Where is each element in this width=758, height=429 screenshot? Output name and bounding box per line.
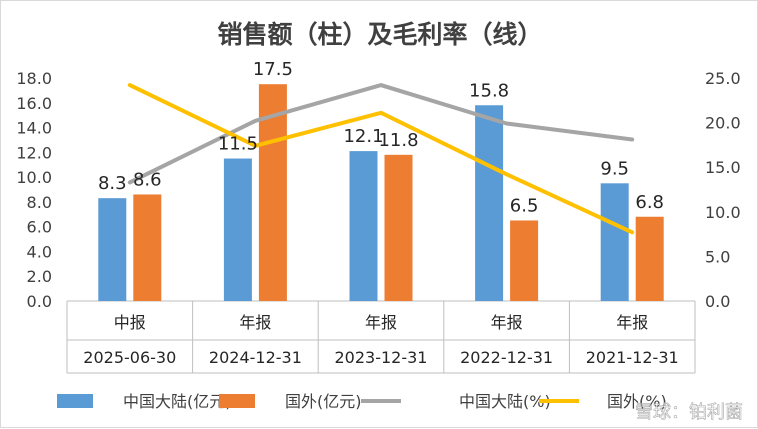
bar-data-label: 15.8 <box>469 80 509 101</box>
category-date-label: 2025-06-30 <box>83 348 176 367</box>
bar-data-label: 6.5 <box>510 195 539 216</box>
bar-overseas <box>635 216 664 301</box>
y-left-tick-label: 16.0 <box>16 94 52 113</box>
chart-title: 销售额（柱）及毛利率（线） <box>217 20 542 49</box>
line-overseas-margin <box>127 83 635 235</box>
y-left-tick-label: 4.0 <box>27 242 52 261</box>
y-left-tick-label: 12.0 <box>16 143 52 162</box>
category-date-label: 2022-12-31 <box>460 348 553 367</box>
bar-mainland <box>223 158 252 301</box>
bar-data-label: 9.5 <box>600 158 629 179</box>
y-left-tick-label: 2.0 <box>27 267 52 286</box>
legend-label: 中国大陆(%) <box>459 392 551 411</box>
bar-mainland <box>98 198 127 301</box>
y-left-tick-label: 8.0 <box>27 193 52 212</box>
category-period-label: 年报 <box>491 313 523 332</box>
bar-overseas <box>510 220 539 301</box>
category-date-label: 2023-12-31 <box>335 348 428 367</box>
y-right-tick-label: 20.0 <box>705 114 741 133</box>
bar-data-label: 8.3 <box>98 173 127 194</box>
y-right-tick-label: 15.0 <box>705 158 741 177</box>
y-left-tick-label: 6.0 <box>27 218 52 237</box>
y-left-tick-label: 0.0 <box>27 292 52 311</box>
category-period-label: 年报 <box>616 313 648 332</box>
y-left-tick-label: 14.0 <box>16 119 52 138</box>
y-right-tick-label: 25.0 <box>705 69 741 88</box>
bar-data-label: 6.8 <box>635 192 664 213</box>
bar-data-label: 11.8 <box>378 130 418 151</box>
bar-data-label: 12.1 <box>343 126 383 147</box>
bar-mainland <box>349 151 378 301</box>
legend-label: 国外(亿元) <box>285 392 362 411</box>
bar-data-label: 11.5 <box>218 134 258 155</box>
y-right-tick-label: 5.0 <box>705 247 730 266</box>
bar-data-label: 17.5 <box>253 59 293 80</box>
y-right-tick-label: 10.0 <box>705 203 741 222</box>
bar-overseas <box>133 194 162 301</box>
category-period-label: 年报 <box>239 313 271 332</box>
y-right-tick-label: 0.0 <box>705 292 730 311</box>
watermark: 雪球：铂利菌 <box>635 402 743 423</box>
category-period-label: 年报 <box>365 313 397 332</box>
category-period-label: 中报 <box>114 313 146 332</box>
category-date-label: 2021-12-31 <box>586 348 679 367</box>
bar-data-label: 8.6 <box>133 169 162 190</box>
y-left-tick-label: 18.0 <box>16 69 52 88</box>
legend-label: 国外(%) <box>607 392 667 411</box>
bar-mainland <box>475 105 504 301</box>
legend-swatch-bar <box>57 394 93 408</box>
line-mainland-margin <box>127 83 635 185</box>
y-left-tick-label: 10.0 <box>16 168 52 187</box>
bar-overseas <box>384 154 413 301</box>
bar-mainland <box>600 183 629 301</box>
legend-label: 中国大陆(亿元) <box>123 392 232 411</box>
legend-swatch-bar <box>219 394 255 408</box>
category-date-label: 2024-12-31 <box>209 348 302 367</box>
